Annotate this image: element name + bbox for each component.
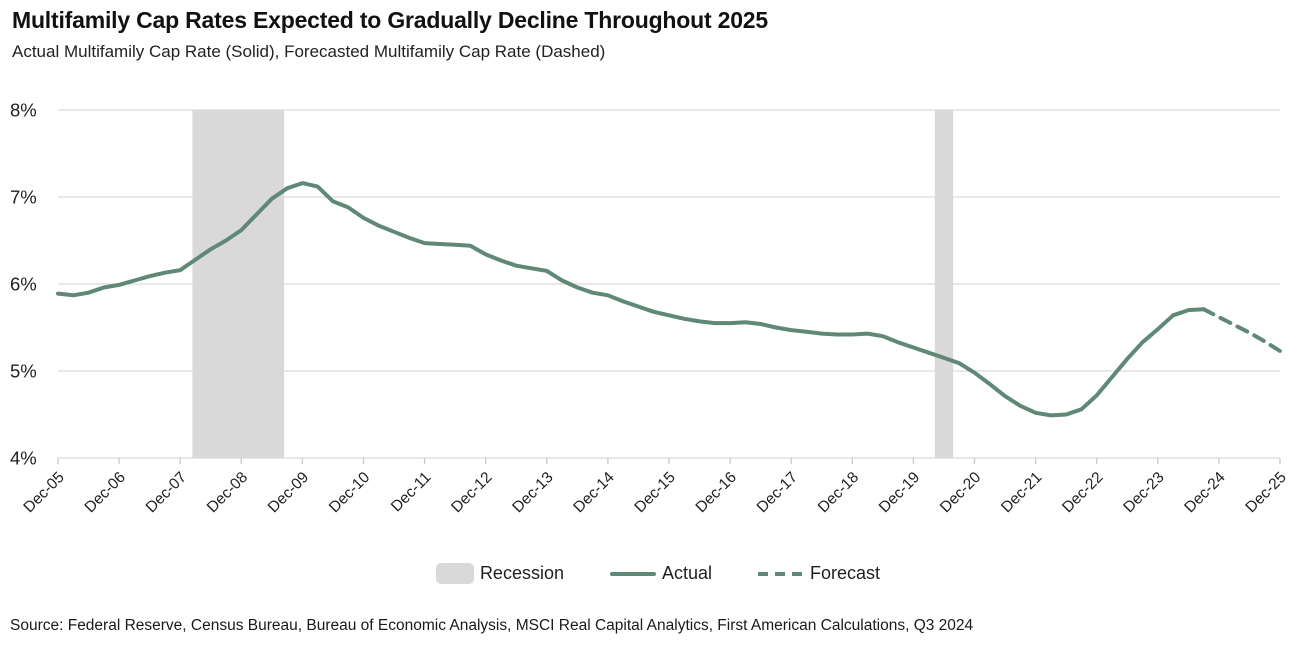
- y-tick-label: 6%: [10, 274, 37, 295]
- legend-forecast-label: Forecast: [810, 563, 881, 583]
- legend-item-actual: Actual: [609, 563, 713, 584]
- x-tick-label: Dec-07: [143, 469, 190, 516]
- chart-title: Multifamily Cap Rates Expected to Gradua…: [12, 7, 768, 33]
- x-tick-label: Dec-10: [326, 469, 374, 517]
- source-note: Source: Federal Reserve, Census Bureau, …: [10, 617, 974, 634]
- chart-legend: Recession Actual Forecast: [0, 563, 1316, 584]
- chart-subtitle: Actual Multifamily Cap Rate (Solid), For…: [12, 42, 606, 61]
- cap-rate-chart: 8% 7% 6% 5% 4%Dec-05 Dec-06 Dec-07 Dec-08 Dec-09…: [10, 100, 1290, 517]
- y-tick-label: 7%: [10, 187, 37, 208]
- x-tick-label: Dec-20: [937, 469, 985, 517]
- y-tick-label: 4%: [10, 448, 37, 469]
- x-tick-label: Dec-09: [265, 469, 312, 516]
- x-tick-label: Dec-23: [1120, 469, 1167, 516]
- actual-line: [56, 181, 1206, 418]
- forecast-line: [1201, 307, 1282, 353]
- actual-line-swatch: [609, 571, 656, 576]
- legend-actual-label: Actual: [661, 563, 713, 583]
- legend-recession-label: Recession: [479, 563, 564, 583]
- x-tick-label: Dec-15: [631, 469, 678, 516]
- x-tick-label: Dec-22: [1059, 469, 1106, 516]
- x-tick-label: Dec-11: [388, 469, 435, 516]
- x-tick-label: Dec-17: [754, 469, 801, 516]
- x-tick-label: Dec-24: [1181, 469, 1229, 517]
- y-tick-label: 5%: [10, 361, 37, 382]
- legend-item-forecast: Forecast: [758, 563, 880, 584]
- y-tick-label: 8%: [10, 100, 37, 121]
- forecast-line-swatch: [758, 571, 805, 576]
- x-tick-label: Dec-08: [204, 469, 251, 516]
- x-tick-label: Dec-06: [82, 469, 129, 516]
- x-tick-label: Dec-05: [20, 469, 67, 516]
- x-tick-label: Dec-16: [693, 469, 740, 516]
- x-tick-label: Dec-25: [1242, 469, 1289, 516]
- x-tick-label: Dec-14: [570, 469, 618, 517]
- x-tick-label: Dec-21: [998, 469, 1045, 516]
- legend-item-recession: Recession: [435, 563, 564, 584]
- x-tick-label: Dec-18: [815, 469, 862, 516]
- x-tick-label: Dec-12: [448, 469, 495, 516]
- x-tick-label: Dec-19: [876, 469, 923, 516]
- recession-swatch: [435, 563, 474, 584]
- x-tick-label: Dec-13: [509, 469, 556, 516]
